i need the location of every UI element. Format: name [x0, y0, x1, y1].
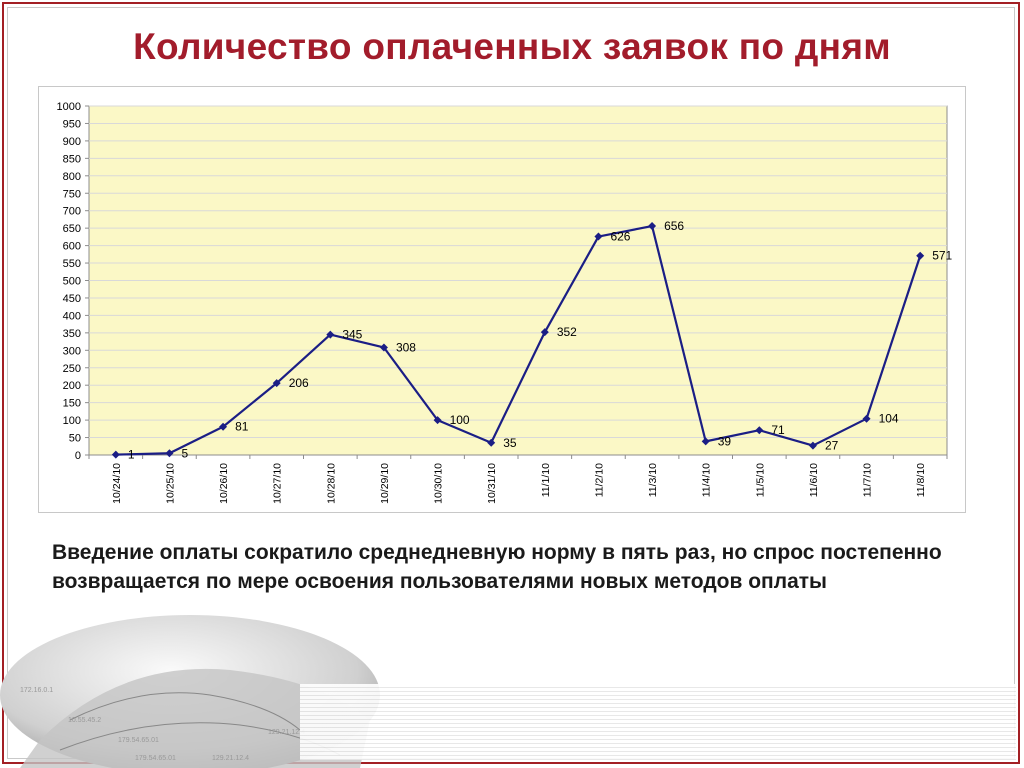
y-tick-label: 250 [63, 363, 81, 375]
globe-arc [69, 692, 301, 731]
y-tick-label: 350 [63, 328, 81, 340]
x-tick-label: 11/1/10 [540, 463, 552, 497]
data-label: 345 [342, 328, 362, 342]
grid-layer [88, 105, 948, 456]
data-point [326, 330, 335, 339]
y-tick-label: 900 [63, 136, 81, 148]
globe-label: 10.55.45.2 [68, 717, 101, 724]
decorative-stripes [300, 684, 1016, 760]
data-point [165, 449, 174, 458]
x-tick-label: 11/7/10 [862, 463, 874, 497]
x-tick-label: 10/30/10 [433, 463, 445, 504]
y-tick-label: 450 [63, 293, 81, 305]
data-point [594, 232, 603, 241]
data-label: 308 [396, 341, 416, 355]
data-point [862, 414, 871, 423]
globe-continent-shape [20, 668, 370, 768]
globe-label: 179.54.65.01 [118, 737, 159, 744]
y-tick-label: 0 [75, 450, 81, 462]
y-tick-label: 650 [63, 223, 81, 235]
y-tick-label: 1000 [57, 101, 81, 113]
data-point [433, 416, 442, 425]
y-tick-label: 950 [63, 118, 81, 130]
x-tick-label: 11/6/10 [808, 463, 820, 497]
y-tick-label: 500 [63, 276, 81, 288]
y-tick-label: 750 [63, 188, 81, 200]
x-axis-ticks: 10/24/10 10/25/10 10/26/10 10/27/10 10/28/10… [88, 455, 948, 504]
data-point [379, 343, 388, 352]
globe-label: 172.16.0.1 [20, 687, 53, 694]
data-point [487, 438, 496, 447]
data-label: 100 [450, 413, 470, 427]
y-tick-label: 550 [63, 258, 81, 270]
page-title: Количество оплаченных заявок по дням [133, 26, 891, 67]
data-label: 1 [128, 448, 135, 462]
x-tick-label: 10/26/10 [218, 463, 230, 504]
line-chart: 0 50 100 150 200 250 300 350 400 450 500 550 600 650 7… [38, 86, 966, 513]
y-tick-label: 200 [63, 380, 81, 392]
series-line [115, 224, 922, 456]
x-tick-label: 10/24/10 [111, 463, 123, 504]
globe-label: 129.21.12.4 [268, 729, 305, 736]
x-tick-label: 11/3/10 [647, 463, 659, 497]
data-point [755, 426, 764, 435]
data-point [111, 450, 120, 459]
x-tick-label: 10/27/10 [272, 463, 284, 504]
data-label: 571 [932, 249, 952, 263]
y-tick-label: 150 [63, 398, 81, 410]
data-label: 206 [289, 376, 309, 390]
data-label: 35 [503, 436, 517, 450]
data-labels: 1 5 81 206 345 308 100 35 352 626 656 39 71 27 104 571 [128, 219, 953, 462]
x-tick-label: 10/31/10 [486, 463, 498, 504]
globe-label: 129.21.12.4 [212, 755, 249, 762]
y-tick-label: 800 [63, 171, 81, 183]
y-tick-label: 100 [63, 415, 81, 427]
data-point [808, 441, 817, 450]
y-tick-label: 600 [63, 241, 81, 253]
data-point [272, 379, 281, 388]
data-label: 81 [235, 420, 249, 434]
data-label: 27 [825, 439, 839, 453]
x-tick-label: 11/5/10 [754, 463, 766, 497]
series-layer [111, 222, 925, 459]
y-tick-label: 300 [63, 345, 81, 357]
x-tick-label: 11/4/10 [701, 463, 713, 497]
data-label: 352 [557, 325, 577, 339]
data-label: 626 [610, 230, 630, 244]
x-tick-label: 10/25/10 [164, 463, 176, 504]
x-tick-label: 10/28/10 [325, 463, 337, 504]
y-tick-label: 50 [69, 433, 81, 445]
x-tick-label: 11/8/10 [915, 463, 927, 497]
data-point [540, 328, 549, 337]
data-point [701, 437, 710, 446]
data-point [648, 222, 657, 231]
x-tick-label: 10/29/10 [379, 463, 391, 504]
y-tick-label: 850 [63, 153, 81, 165]
y-tick-label: 400 [63, 310, 81, 322]
y-axis-ticks: 0 50 100 150 200 250 300 350 400 450 500 550 600 650 7… [57, 101, 89, 462]
data-point [219, 422, 228, 431]
data-label: 39 [718, 434, 732, 448]
caption-text: Введение оплаты сократило среднедневную … [52, 541, 942, 593]
data-label: 71 [771, 423, 785, 437]
data-label: 104 [879, 412, 899, 426]
globe-label: 179.54.65.01 [135, 755, 176, 762]
chart-svg: 0 50 100 150 200 250 300 350 400 450 500 550 600 650 7… [57, 101, 953, 504]
data-label: 656 [664, 219, 684, 233]
data-point [916, 251, 925, 260]
data-label: 5 [181, 446, 188, 460]
y-tick-label: 700 [63, 206, 81, 218]
x-tick-label: 11/2/10 [593, 463, 605, 497]
